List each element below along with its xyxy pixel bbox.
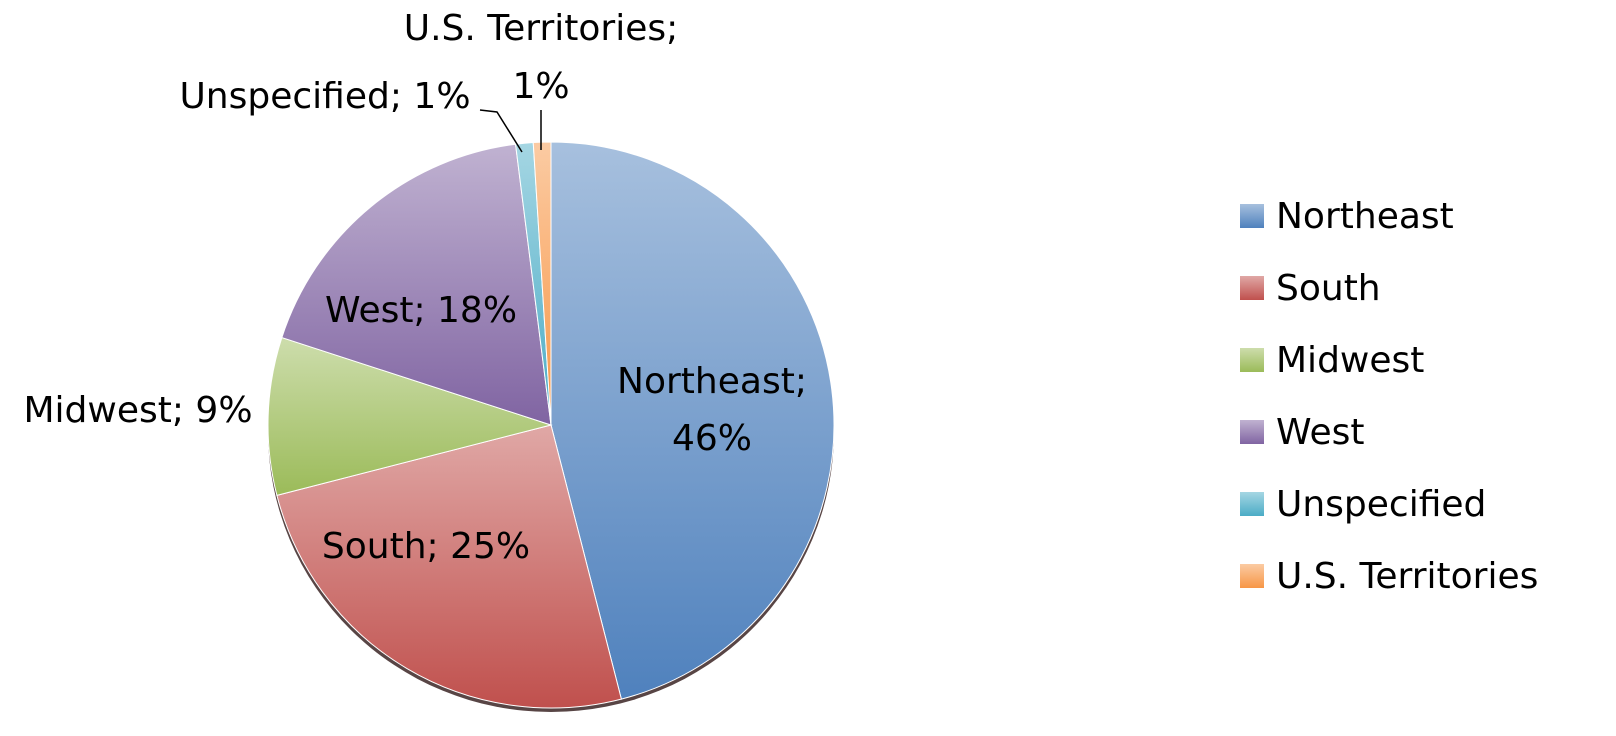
slices [267, 141, 835, 709]
pie-slice [267, 336, 553, 496]
legend-swatch [1240, 564, 1264, 588]
legend-label: West [1276, 412, 1365, 453]
legend-label: Midwest [1276, 340, 1424, 381]
data-label-line: 46% [672, 418, 752, 459]
data-label-line: Northeast; [617, 361, 807, 402]
data-label: U.S. Territories; 1% [404, 8, 679, 107]
legend-label: U.S. Territories [1276, 556, 1538, 597]
legend-label: Northeast [1276, 196, 1454, 237]
pie-slice [532, 141, 552, 426]
legend-swatch [1240, 420, 1264, 444]
data-label: Midwest; 9% [23, 390, 252, 431]
leader-line [479, 109, 523, 153]
legend-label: Unspecified [1276, 484, 1486, 525]
data-label: West; 18% [325, 290, 517, 331]
legend-swatch [1240, 276, 1264, 300]
pie-slice [550, 141, 835, 700]
legend-swatch [1240, 492, 1264, 516]
legend-swatch [1240, 348, 1264, 372]
legend-label: South [1276, 268, 1381, 309]
data-label-line: U.S. Territories; [404, 8, 679, 49]
legend-swatch [1240, 204, 1264, 228]
data-label: South; 25% [322, 526, 530, 567]
data-label-line: 1% [512, 66, 569, 107]
data-label: Unspecified; 1% [179, 76, 470, 117]
pie-slice [281, 143, 552, 426]
data-label: Northeast; 46% [617, 361, 807, 459]
pie-slice [276, 424, 622, 709]
